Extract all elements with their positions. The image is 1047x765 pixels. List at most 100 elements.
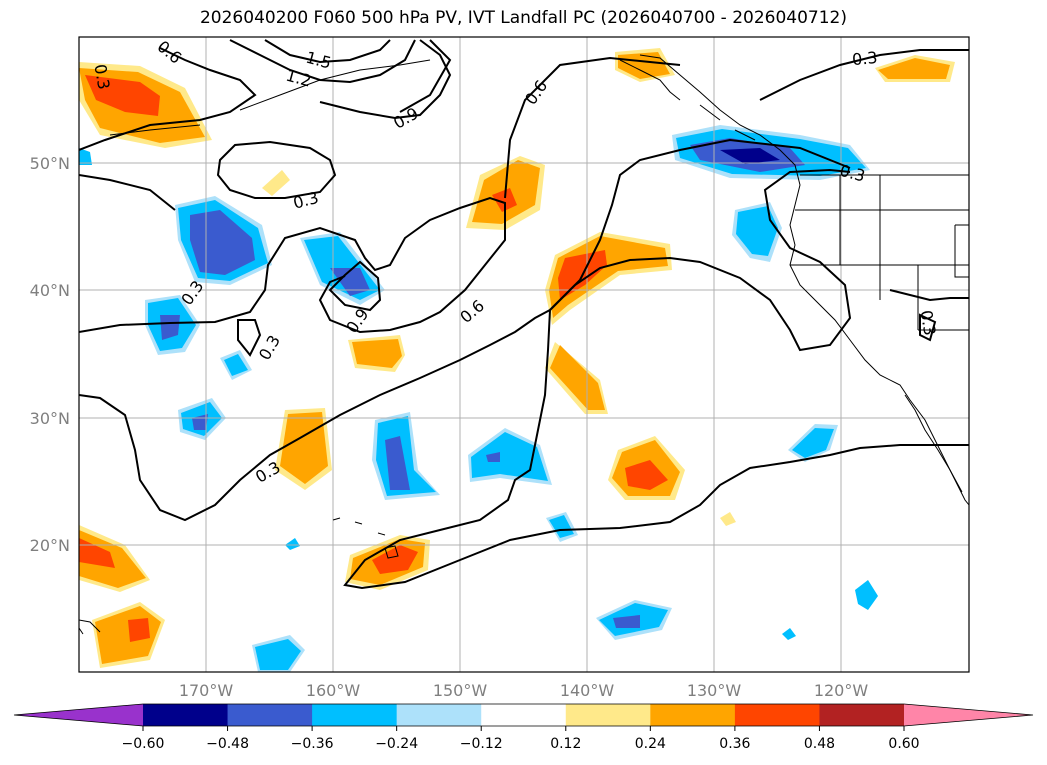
pv-contours (79, 39, 969, 590)
pv-contour-0.3 (216, 140, 337, 199)
pc-shading (79, 48, 955, 672)
pv-contour-0.3 (79, 196, 506, 334)
pv-contour-0.6 (549, 138, 851, 311)
colorbar-segment (481, 704, 567, 726)
lon-label-140w: 140°W (560, 681, 615, 700)
pv-contour-0.6 (549, 168, 852, 352)
lon-label-120w: 120°W (814, 681, 869, 700)
negative-anomaly-region (549, 515, 574, 538)
colorbar-extend-max (904, 704, 1033, 726)
negative-anomaly-region (782, 628, 796, 640)
contour-label: 0.3 (916, 309, 939, 337)
positive-anomaly-region (85, 75, 160, 116)
pv-contour-0.9 (319, 39, 452, 120)
map-frame (78, 36, 970, 673)
lat-label-40n: 40°N (30, 281, 70, 300)
colorbar-tick-label: 0.12 (550, 736, 581, 752)
gridlines (79, 37, 969, 672)
negative-anomaly-region (330, 268, 370, 296)
contour-label: 1.5 (304, 48, 334, 73)
contour-label: 0.3 (291, 188, 321, 213)
lat-label-20n: 20°N (30, 536, 70, 555)
pv-contour-1.5 (264, 39, 391, 64)
positive-anomaly-region (625, 460, 668, 490)
negative-anomaly-region (79, 148, 92, 165)
colorbar-segment (312, 704, 398, 726)
lon-label-170w: 170°W (179, 681, 234, 700)
colorbar-tick-label: −0.12 (460, 736, 503, 752)
contour-label: 0.9 (390, 103, 422, 132)
longitude-labels: 170°W 160°W 150°W 140°W 130°W 120°W (179, 681, 869, 700)
colorbar-tick-label: −0.36 (291, 736, 334, 752)
colorbar-tick-label: −0.24 (375, 736, 418, 752)
pv-contour-0.6 (79, 47, 257, 151)
colorbar-tick-label: 0.60 (888, 736, 919, 752)
colorbar-tick-label: −0.60 (122, 736, 165, 752)
colorbar: −0.60 −0.48 −0.36 −0.24 −0.12 0.12 0.24 0.36 0.4… (13, 703, 1034, 752)
negative-anomaly-region (224, 354, 248, 376)
plot-title: 2026040200 F060 500 hPa PV, IVT Landfall… (199, 8, 847, 28)
state-borders (790, 175, 969, 331)
negative-anomaly-region (792, 428, 834, 458)
pv-contour-0.3 (79, 174, 176, 211)
positive-anomaly-region (372, 545, 418, 574)
pv-contour-0.6 (504, 56, 681, 199)
negative-anomaly-region (385, 436, 410, 490)
negative-anomaly-region (613, 615, 640, 628)
colorbar-segment (734, 704, 820, 726)
nw-corner-coastline (79, 619, 101, 635)
negative-anomaly-region (855, 580, 878, 610)
pv-contour-1.2 (229, 39, 416, 84)
positive-anomaly-region (128, 618, 150, 642)
positive-anomaly-region (280, 412, 328, 484)
pv-contour-0.3 (237, 319, 262, 357)
contour-label: 1.2 (284, 66, 314, 91)
pv-contour-0.3-ne (889, 289, 969, 342)
positive-anomaly-region (878, 58, 950, 79)
contour-label: 0.6 (456, 296, 488, 327)
colorbar-segment (396, 704, 482, 726)
pv-contour-0.6-ne (759, 49, 969, 101)
colorbar-tick-label: −0.48 (206, 736, 249, 752)
positive-anomaly-region (550, 345, 605, 410)
colorbar-tick-label: 0.36 (719, 736, 750, 752)
negative-anomaly-region (471, 432, 548, 481)
pv-contour-0.6 (328, 260, 382, 312)
contour-label: 0.3 (90, 63, 113, 91)
baja-coastline (904, 394, 963, 493)
negative-anomaly-region (736, 206, 778, 256)
latitude-labels: 50°N 40°N 30°N 20°N (30, 154, 70, 555)
alaska-coastline (619, 59, 756, 141)
colorbar-tick-label: 0.24 (635, 736, 666, 752)
negative-anomaly-region (160, 315, 180, 340)
hawaii-islands (332, 517, 399, 559)
contour-label: 0.6 (521, 77, 551, 109)
colorbar-segment (650, 704, 736, 726)
positive-anomaly-region (618, 52, 670, 79)
pv-contour-0.6 (399, 39, 452, 113)
positive-anomaly-region (720, 512, 736, 526)
map-area: 0.3 0.6 1.5 1.2 0.9 0.6 0.3 0.3 0.3 0.3 … (79, 37, 969, 672)
positive-anomaly-region (262, 170, 290, 196)
lat-label-30n: 30°N (30, 409, 70, 428)
colorbar-segment (143, 704, 229, 726)
pv-contour-0.3 (79, 308, 969, 590)
positive-anomaly-region (492, 188, 517, 212)
negative-anomaly-region (720, 148, 780, 164)
lon-label-160w: 160°W (306, 681, 361, 700)
colorbar-segment (819, 704, 905, 726)
north-america-coastline (639, 54, 969, 506)
colorbar-extend-min (14, 704, 143, 726)
positive-anomaly-region (352, 339, 402, 368)
coastlines (79, 54, 969, 635)
lon-label-150w: 150°W (433, 681, 488, 700)
colorbar-segment (565, 704, 651, 726)
colorbar-segment (227, 704, 313, 726)
negative-anomaly-region (486, 452, 500, 462)
lat-label-50n: 50°N (30, 154, 70, 173)
contour-label: 0.6 (154, 37, 186, 68)
negative-anomaly-region (285, 538, 300, 550)
contour-label: 0.3 (851, 48, 878, 69)
colorbar-tick-label: 0.48 (804, 736, 835, 752)
